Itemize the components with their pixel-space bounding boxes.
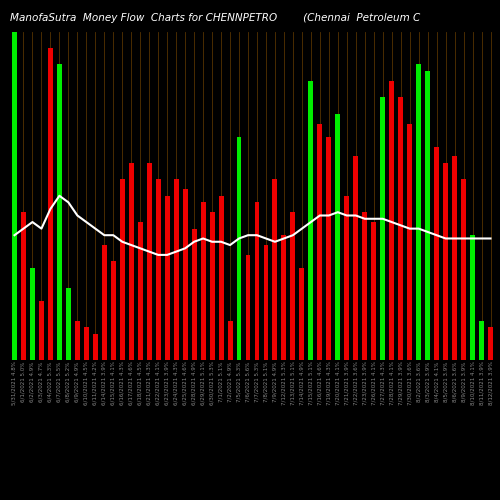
- Bar: [66, 288, 71, 360]
- Bar: [434, 146, 439, 360]
- Bar: [488, 327, 493, 360]
- Bar: [461, 180, 466, 360]
- Bar: [218, 196, 224, 360]
- Bar: [12, 32, 17, 360]
- Bar: [210, 212, 214, 360]
- Bar: [174, 180, 178, 360]
- Bar: [407, 124, 412, 360]
- Bar: [470, 235, 475, 360]
- Bar: [272, 180, 278, 360]
- Bar: [452, 156, 457, 360]
- Bar: [30, 268, 35, 360]
- Bar: [443, 163, 448, 360]
- Bar: [354, 156, 358, 360]
- Bar: [102, 245, 107, 360]
- Bar: [398, 98, 403, 360]
- Bar: [308, 81, 314, 360]
- Bar: [326, 136, 332, 360]
- Bar: [120, 180, 124, 360]
- Bar: [200, 202, 205, 360]
- Bar: [236, 136, 242, 360]
- Bar: [48, 48, 53, 360]
- Bar: [264, 245, 268, 360]
- Bar: [254, 202, 260, 360]
- Bar: [146, 163, 152, 360]
- Bar: [182, 189, 188, 360]
- Bar: [336, 114, 340, 360]
- Bar: [111, 262, 116, 360]
- Bar: [84, 327, 89, 360]
- Bar: [164, 196, 170, 360]
- Bar: [389, 81, 394, 360]
- Bar: [129, 163, 134, 360]
- Bar: [282, 235, 286, 360]
- Bar: [57, 64, 62, 360]
- Bar: [75, 320, 80, 360]
- Bar: [246, 255, 250, 360]
- Bar: [344, 196, 350, 360]
- Bar: [416, 64, 421, 360]
- Bar: [318, 124, 322, 360]
- Bar: [39, 301, 44, 360]
- Text: ManofaSutra  Money Flow  Charts for CHENNPETRO        (Chennai  Petroleum C: ManofaSutra Money Flow Charts for CHENNP…: [10, 13, 420, 23]
- Bar: [290, 212, 296, 360]
- Bar: [93, 334, 98, 360]
- Bar: [425, 71, 430, 360]
- Bar: [228, 320, 232, 360]
- Bar: [21, 212, 26, 360]
- Bar: [138, 222, 142, 360]
- Bar: [362, 212, 367, 360]
- Bar: [380, 98, 385, 360]
- Bar: [300, 268, 304, 360]
- Bar: [192, 228, 196, 360]
- Bar: [156, 180, 160, 360]
- Bar: [479, 320, 484, 360]
- Bar: [372, 222, 376, 360]
